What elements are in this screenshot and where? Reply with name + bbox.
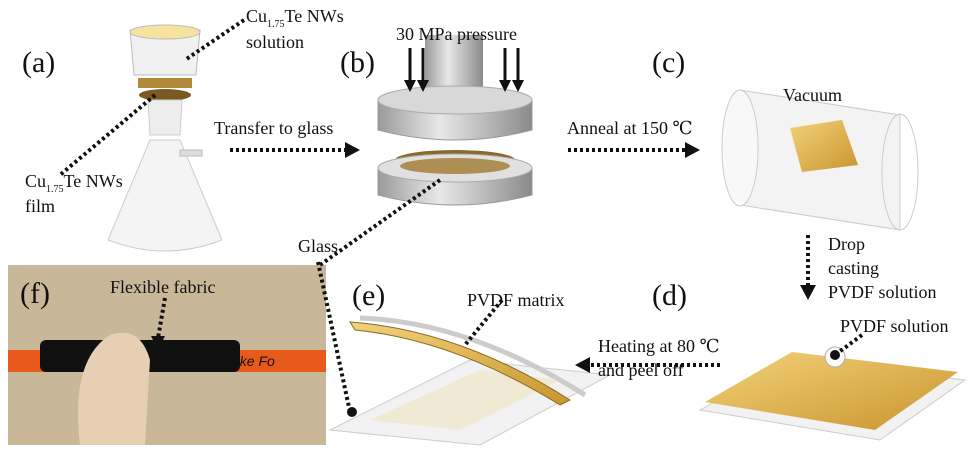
annotation: Heating at 80 ℃: [598, 336, 720, 356]
annotation-subscript: 1.75: [46, 184, 64, 195]
photo-text: ake Fo: [232, 353, 275, 369]
annotation-part: Cu: [25, 171, 46, 191]
vacuum-tube: [722, 90, 918, 230]
annotation-part: Te NWs: [285, 6, 344, 26]
annotation: Anneal at 150 ℃: [567, 118, 693, 138]
annotation: PVDF solution: [828, 282, 937, 302]
annotation-subscript: 1.75: [267, 19, 285, 30]
figure: ake Fo (a) (b) (c) (d) (e) (f) Cu1.75Te …: [0, 0, 968, 451]
annotation: PVDF solution: [840, 316, 949, 336]
annotation: Flexible fabric: [110, 277, 215, 297]
annotation: Glass: [298, 236, 338, 256]
annotation: Cu1.75Te NWs: [25, 171, 123, 195]
filtration-apparatus: [108, 25, 222, 251]
panel-label: (c): [652, 46, 685, 79]
annotation: PVDF matrix: [467, 290, 565, 310]
panel-label: (a): [22, 46, 55, 79]
press: [378, 35, 532, 205]
panel-label: (f): [20, 277, 50, 310]
annotation-part: Te NWs: [64, 171, 123, 191]
panel-label: (d): [652, 279, 687, 312]
annotation-part: Cu: [246, 6, 267, 26]
annotation: Cu1.75Te NWs: [246, 6, 344, 30]
drop-cast-film: [700, 347, 965, 440]
annotation: film: [25, 196, 55, 216]
panel-label: (e): [352, 279, 385, 312]
annotation: 30 MPa pressure: [396, 24, 517, 44]
annotation: Drop: [828, 234, 865, 254]
annotation: Vacuum: [783, 85, 842, 105]
annotation: casting: [828, 258, 879, 278]
annotation: Transfer to glass: [214, 118, 333, 138]
annotation: solution: [246, 32, 304, 52]
panel-label: (b): [340, 46, 375, 79]
annotation: and peel off: [598, 360, 684, 380]
